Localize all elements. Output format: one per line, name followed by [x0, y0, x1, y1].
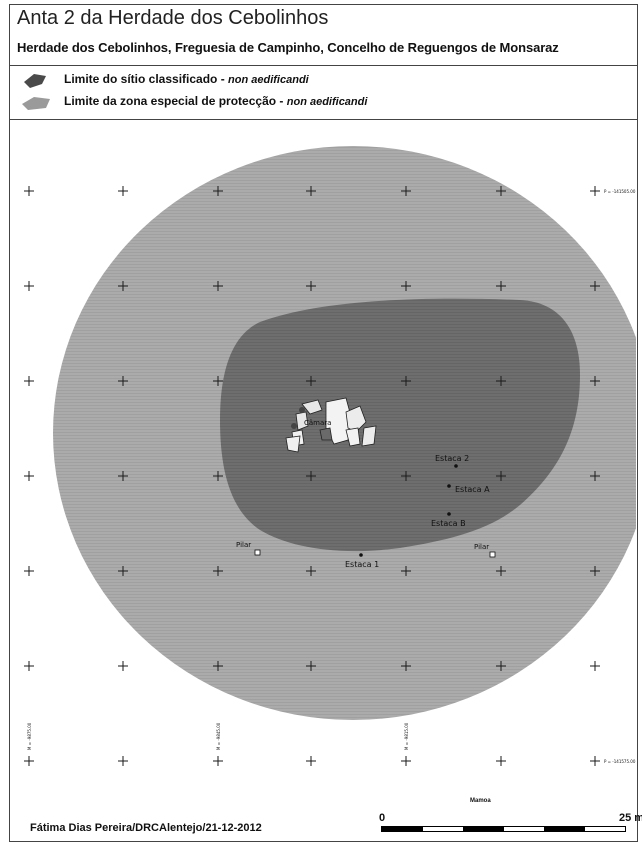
scale-name: Mamoa: [470, 798, 491, 804]
coord-top-right: P = -141505.00: [604, 189, 636, 194]
scale-start: 0: [379, 812, 385, 824]
divider: [10, 65, 637, 66]
legend-item-classified: Limite do sítio classificado - non aedif…: [20, 72, 54, 90]
pillar-right-marker: [490, 552, 495, 557]
scale-bar: [381, 826, 626, 832]
legend-swatch-light: [20, 94, 54, 112]
label-estaca-a: Estaca A: [455, 485, 490, 494]
stake-2-marker: [454, 464, 458, 468]
scale-end: 25 m: [619, 812, 642, 824]
legend-item-protection: Limite da zona especial de protecção - n…: [20, 94, 54, 112]
stake-b-marker: [447, 512, 451, 516]
legend-swatch-dark: [20, 72, 54, 90]
map-credit: Fátima Dias Pereira/DRCAlentejo/21-12-20…: [30, 822, 262, 834]
coord-bottom-right: P = -141575.00: [604, 759, 636, 764]
legend-note: non aedificandi: [228, 74, 309, 86]
map-subtitle: Herdade dos Cebolinhos, Freguesia de Cam…: [17, 40, 559, 55]
label-pilar-right: Pilar: [474, 543, 489, 551]
legend-note: non aedificandi: [287, 96, 368, 108]
pillar-left-marker: [255, 550, 260, 555]
stake-a-marker: [447, 484, 451, 488]
label-pilar-left: Pilar: [236, 541, 251, 549]
map-title: Anta 2 da Herdade dos Cebolinhos: [17, 7, 328, 30]
legend-label: Limite do sítio classificado: [64, 72, 217, 86]
label-estaca-2: Estaca 2: [435, 454, 469, 463]
map-canvas: Câmara Estaca 2 Estaca A Estaca B Estaca…: [10, 120, 636, 790]
coord-bottom-1: M = -9875.00: [27, 722, 32, 750]
label-estaca-b: Estaca B: [431, 519, 466, 528]
stake-1-marker: [359, 553, 363, 557]
legend-label: Limite da zona especial de protecção: [64, 94, 276, 108]
coord-bottom-2: M = -9845.00: [216, 722, 221, 750]
label-camara: Câmara: [304, 419, 331, 427]
coord-bottom-3: M = -9815.00: [404, 722, 409, 750]
label-estaca-1: Estaca 1: [345, 560, 379, 569]
